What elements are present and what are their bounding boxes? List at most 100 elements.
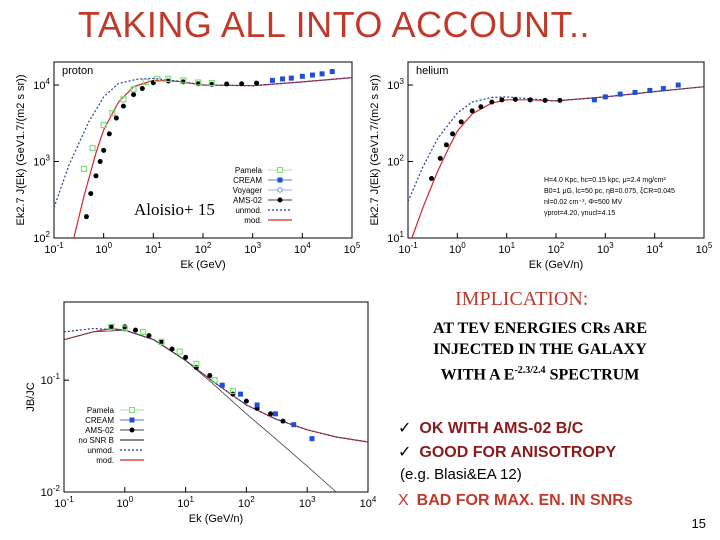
legend-label: Pamela bbox=[87, 406, 115, 415]
x-tick-label: 103 bbox=[244, 241, 261, 256]
reference: (e.g. Blasi&EA 12) bbox=[400, 466, 522, 483]
legend-marker bbox=[129, 417, 135, 423]
data-point-ams02 bbox=[437, 155, 443, 161]
data-point-pamela bbox=[89, 144, 96, 152]
data-point-cream bbox=[660, 86, 666, 92]
x-tick-label: 100 bbox=[95, 241, 112, 256]
data-point-ams02 bbox=[443, 142, 449, 148]
implication-text: AT TEV ENERGIES CRs ARE INJECTED IN THE … bbox=[395, 318, 685, 385]
check-icon: ✓ bbox=[398, 420, 412, 437]
data-point-ams02 bbox=[280, 418, 286, 424]
data-point-pamela bbox=[180, 77, 187, 84]
data-point-ams02 bbox=[268, 411, 274, 417]
cross-icon: X bbox=[398, 492, 409, 509]
legend-label: CREAM bbox=[85, 416, 114, 425]
data-point-cream bbox=[647, 87, 653, 93]
data-point-ams02 bbox=[429, 175, 435, 181]
x-tick-label: 103 bbox=[597, 241, 614, 256]
y-tick-label: 10-2 bbox=[41, 484, 61, 499]
page-number: 15 bbox=[691, 516, 706, 531]
data-point-ams02 bbox=[180, 79, 186, 85]
data-point-cream bbox=[591, 97, 597, 103]
data-point-ams02 bbox=[139, 86, 145, 92]
data-point-ams02 bbox=[131, 92, 137, 98]
data-point-ams02 bbox=[193, 364, 199, 370]
y-tick-label: 103 bbox=[33, 154, 50, 169]
data-point-ams02 bbox=[230, 391, 236, 397]
x-tick-label: 102 bbox=[548, 241, 565, 256]
x-tick-label: 105 bbox=[344, 241, 360, 256]
data-point-ams02 bbox=[527, 97, 533, 103]
data-point-ams02 bbox=[469, 108, 475, 114]
implication-line-1: AT TEV ENERGIES CRs ARE bbox=[433, 320, 647, 337]
implication-line-3: WITH A E-2.3/2.4 SPECTRUM bbox=[395, 360, 685, 385]
slide-title: TAKING ALL INTO ACCOUNT.. bbox=[78, 4, 590, 45]
plot-frame bbox=[63, 301, 369, 493]
y-tick-label: 103 bbox=[387, 77, 404, 92]
cross-item-snr: X BAD FOR MAX. EN. IN SNRs bbox=[398, 492, 633, 510]
x-tick-label: 10-1 bbox=[54, 495, 74, 510]
data-point-ams02 bbox=[239, 81, 245, 87]
legend-label: AMS-02 bbox=[85, 426, 114, 435]
legend-label: no SNR B bbox=[78, 436, 114, 445]
data-point-pamela bbox=[121, 325, 128, 332]
data-point-ams02 bbox=[243, 398, 249, 404]
data-point-ams02 bbox=[512, 96, 518, 102]
data-point-cream bbox=[238, 391, 244, 397]
y-tick-label: 10-1 bbox=[41, 372, 61, 387]
data-point-ams02 bbox=[207, 373, 213, 379]
data-point-ams02 bbox=[478, 104, 484, 110]
implication-heading: IMPLICATION: bbox=[455, 288, 589, 310]
data-point-ams02 bbox=[101, 147, 107, 153]
data-point-cream bbox=[675, 82, 681, 88]
data-point-pamela bbox=[108, 323, 115, 330]
parameter-annotation: H=4.0 Kpc, hc=0.15 kpc, μ=2.4 mg/cm² bbox=[544, 177, 666, 184]
data-point-cream bbox=[299, 73, 305, 79]
data-point-cream bbox=[288, 75, 294, 81]
data-point-pamela bbox=[165, 75, 172, 83]
data-point-ams02 bbox=[93, 173, 99, 179]
data-point-cream bbox=[269, 77, 275, 83]
data-point-ams02 bbox=[458, 119, 464, 125]
data-point-cream bbox=[329, 69, 335, 75]
series-line-unmod bbox=[53, 77, 353, 208]
data-point-ams02 bbox=[113, 115, 119, 121]
data-point-ams02 bbox=[557, 97, 563, 103]
legend-label: CREAM bbox=[233, 176, 262, 185]
x-tick-label: 103 bbox=[299, 495, 316, 510]
data-point-pamela bbox=[140, 328, 147, 336]
legend-label: unmod. bbox=[235, 206, 262, 215]
line3-text: WITH A E bbox=[440, 366, 515, 384]
legend-label: Pamela bbox=[235, 166, 263, 175]
check-text-anisotropy: GOOD FOR ANISOTROPY bbox=[419, 444, 617, 461]
data-point-pamela bbox=[208, 79, 215, 87]
legend-marker bbox=[277, 197, 283, 203]
x-tick-label: 105 bbox=[696, 241, 713, 256]
data-point-cream bbox=[272, 411, 278, 417]
series-line-unmod bbox=[407, 86, 705, 202]
legend-label: Voyager bbox=[233, 186, 263, 195]
x-tick-label: 104 bbox=[646, 241, 663, 256]
y-axis-title: Ek2.7 J(Ek) (GeV1.7/(m2 s sr)) bbox=[369, 75, 381, 226]
x-tick-label: 101 bbox=[145, 241, 162, 256]
data-point-pamela bbox=[193, 360, 200, 367]
y-tick-label: 101 bbox=[387, 230, 404, 245]
data-point-ams02 bbox=[158, 339, 164, 345]
panel-label: proton bbox=[62, 65, 93, 77]
data-point-pamela bbox=[211, 377, 218, 384]
data-point-pamela bbox=[80, 165, 88, 173]
data-point-ams02 bbox=[88, 191, 94, 197]
boron-carbon-ratio-plot: 10-1 100 101 102 103 104 10-1 10-2 Ek (GeV/n) JB/… bbox=[12, 290, 382, 530]
data-point-pamela bbox=[100, 121, 107, 129]
data-point-pamela bbox=[142, 78, 149, 85]
x-tick-label: 104 bbox=[294, 241, 311, 256]
x-tick-label: 101 bbox=[498, 241, 515, 256]
y-tick-label: 102 bbox=[33, 230, 50, 245]
helium-spectrum-svg: 10-1 100 101 102 103 104 105 101 102 103 Ek (GeV/n… bbox=[369, 61, 713, 271]
proton-spectrum-plot: 10-1 100 101 102 103 104 105 102 103 104 Ek (GeV) E… bbox=[6, 52, 360, 278]
legend-label: unmod. bbox=[87, 446, 114, 455]
y-axis-title: Ek2.7 J(Ek) (GeV1.7/(m2 s sr)) bbox=[15, 75, 27, 226]
y-tick-label: 102 bbox=[387, 154, 404, 169]
data-point-cream bbox=[219, 382, 225, 388]
